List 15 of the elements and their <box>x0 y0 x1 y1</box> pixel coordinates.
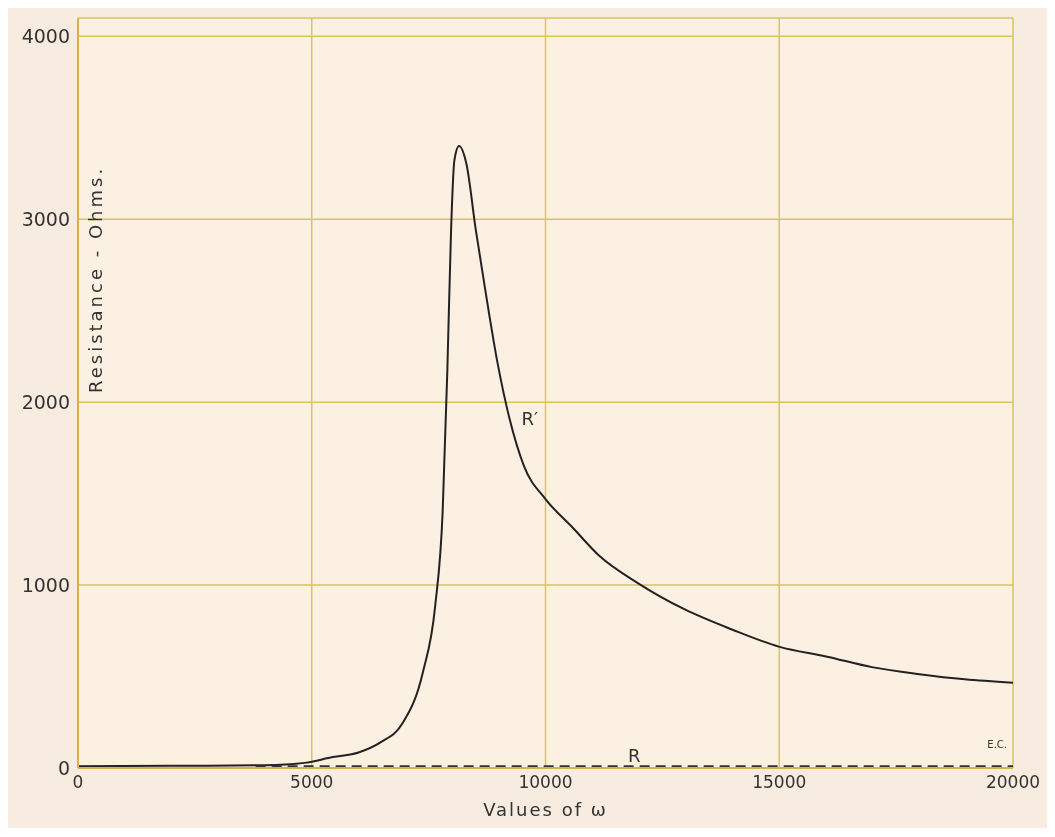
series-label: R <box>628 745 641 767</box>
x-tick-label: 5000 <box>290 772 334 793</box>
series-label: R′ <box>521 408 539 429</box>
y-tick-label: 3000 <box>21 207 70 230</box>
x-tick-label: 10000 <box>518 772 573 793</box>
x-tick-label: 0 <box>72 772 84 793</box>
x-axis-title: Values of ω <box>483 799 608 820</box>
y-tick-label: 4000 <box>21 25 70 48</box>
y-tick-label: 2000 <box>21 390 70 413</box>
y-tick-label: 0 <box>57 756 70 779</box>
annotation: E.C. <box>987 739 1007 750</box>
x-tick-label: 15000 <box>752 772 807 793</box>
y-axis-title: Resistance - Ohms. <box>85 165 107 393</box>
y-tick-label: 1000 <box>21 573 70 596</box>
x-tick-label: 20000 <box>985 772 1041 793</box>
